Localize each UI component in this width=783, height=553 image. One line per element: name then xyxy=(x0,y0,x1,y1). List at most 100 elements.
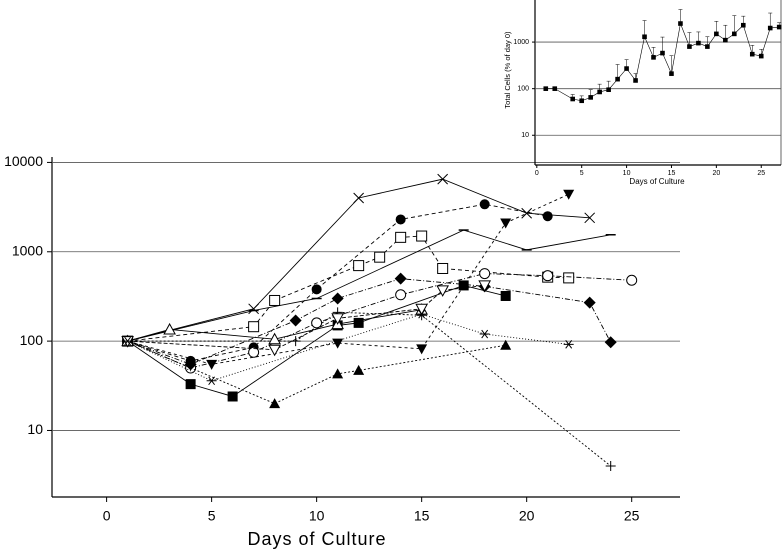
x-axis-title: Days of Culture xyxy=(247,529,386,549)
marker xyxy=(206,376,217,386)
y-tick-label: 10 xyxy=(521,132,529,139)
y-tick-label: 1000 xyxy=(12,242,43,258)
marker xyxy=(478,280,492,292)
marker xyxy=(749,51,755,57)
error-bar xyxy=(768,12,773,29)
marker xyxy=(479,199,490,210)
marker xyxy=(542,211,553,222)
error-bar xyxy=(732,15,737,34)
y-tick-label: 100 xyxy=(20,332,44,348)
error-bar xyxy=(687,32,692,47)
error-bar xyxy=(678,9,683,24)
y-tick-label: 1000 xyxy=(513,39,529,46)
error-bar xyxy=(723,24,728,41)
marker xyxy=(604,336,617,349)
series-line xyxy=(127,284,485,351)
marker xyxy=(660,50,665,56)
series-line xyxy=(545,22,780,102)
marker xyxy=(570,96,576,102)
marker xyxy=(678,21,683,26)
x-tick-label: 15 xyxy=(414,508,430,524)
marker xyxy=(633,78,638,83)
series-line xyxy=(127,193,569,365)
y-tick-label: 100 xyxy=(517,86,529,93)
marker xyxy=(311,284,322,295)
marker xyxy=(394,272,407,285)
marker xyxy=(696,40,701,46)
marker xyxy=(543,86,549,91)
inset-x-axis-title: Days of Culture xyxy=(629,177,685,186)
marker xyxy=(740,22,746,28)
x-tick-label: 5 xyxy=(208,508,216,524)
x-tick-label: 25 xyxy=(757,170,765,177)
marker xyxy=(500,218,512,229)
marker xyxy=(268,332,281,345)
marker xyxy=(353,260,365,272)
marker xyxy=(521,207,533,219)
marker xyxy=(552,86,558,91)
x-tick-label: 15 xyxy=(668,170,676,177)
marker xyxy=(331,292,344,305)
marker xyxy=(732,31,737,37)
marker xyxy=(579,98,584,104)
marker xyxy=(583,296,596,309)
y-tick-label: 10 xyxy=(27,421,43,437)
marker xyxy=(184,358,197,371)
marker xyxy=(758,53,764,59)
series-line xyxy=(127,311,611,467)
marker xyxy=(651,55,656,60)
marker xyxy=(395,214,406,225)
marker xyxy=(353,364,365,375)
marker xyxy=(332,338,344,349)
marker xyxy=(290,336,301,347)
series-line xyxy=(127,235,569,342)
x-tick-label: 25 xyxy=(624,508,640,524)
marker xyxy=(605,461,616,472)
marker xyxy=(437,262,449,274)
marker xyxy=(353,192,365,204)
marker xyxy=(416,309,427,319)
marker xyxy=(185,379,196,390)
marker xyxy=(563,340,574,349)
marker xyxy=(563,272,575,284)
marker xyxy=(479,268,491,280)
marker xyxy=(269,398,281,409)
marker xyxy=(269,294,281,306)
marker xyxy=(416,344,428,355)
marker xyxy=(542,270,554,282)
x-tick-label: 20 xyxy=(712,170,720,177)
marker xyxy=(311,317,323,329)
marker xyxy=(331,313,344,325)
marker xyxy=(723,37,728,43)
marker xyxy=(776,24,782,30)
marker xyxy=(606,87,611,93)
marker xyxy=(395,289,407,301)
inset-y-axis-title: Total Cells (% of day 0) xyxy=(503,31,512,109)
marker xyxy=(584,212,596,224)
marker xyxy=(615,76,620,82)
marker xyxy=(500,339,512,350)
marker xyxy=(597,89,602,95)
marker xyxy=(588,95,593,100)
marker xyxy=(415,303,429,316)
marker xyxy=(395,231,407,243)
marker xyxy=(227,391,238,402)
x-tick-label: 0 xyxy=(103,508,111,524)
marker xyxy=(458,280,469,291)
x-tick-label: 10 xyxy=(623,170,631,177)
error-bar xyxy=(642,20,647,37)
marker xyxy=(624,66,629,71)
marker xyxy=(332,368,344,379)
error-bar xyxy=(615,64,620,80)
marker xyxy=(206,359,218,370)
marker xyxy=(642,34,647,40)
marker xyxy=(248,303,259,315)
marker xyxy=(626,274,638,286)
marker xyxy=(705,44,710,49)
marker xyxy=(436,285,450,297)
marker xyxy=(353,317,364,328)
marker xyxy=(163,322,176,335)
series-line xyxy=(127,278,612,365)
marker xyxy=(374,251,386,263)
